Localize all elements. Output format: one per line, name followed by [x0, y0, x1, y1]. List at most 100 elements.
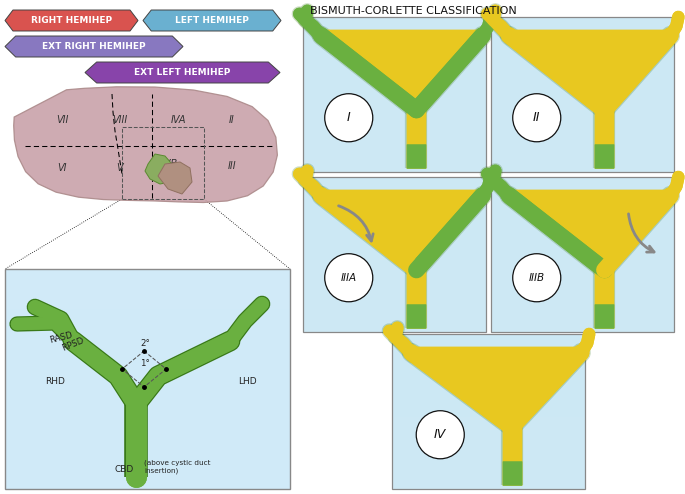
Circle shape — [325, 94, 373, 142]
Bar — [393, 407, 584, 416]
Bar — [492, 208, 673, 218]
Bar — [304, 27, 485, 38]
Text: IV: IV — [434, 428, 447, 441]
FancyBboxPatch shape — [491, 177, 674, 332]
Polygon shape — [315, 190, 488, 270]
Bar — [492, 69, 673, 79]
Bar — [492, 17, 673, 27]
Bar — [304, 249, 485, 260]
Bar — [6, 301, 289, 309]
Polygon shape — [145, 154, 175, 184]
Bar — [492, 58, 673, 69]
Bar — [6, 277, 289, 285]
FancyBboxPatch shape — [5, 269, 290, 489]
Bar — [6, 285, 289, 293]
Bar — [304, 17, 485, 27]
Bar — [304, 38, 485, 48]
FancyBboxPatch shape — [491, 17, 674, 172]
Bar — [304, 280, 485, 290]
Bar — [393, 355, 584, 365]
Text: RIGHT HEMIHEP: RIGHT HEMIHEP — [31, 16, 112, 25]
Circle shape — [416, 411, 464, 459]
Bar — [393, 437, 584, 448]
Bar — [304, 58, 485, 69]
Text: EXT LEFT HEMIHEP: EXT LEFT HEMIHEP — [134, 68, 231, 77]
Bar — [492, 100, 673, 110]
Bar — [304, 48, 485, 58]
Text: I: I — [347, 111, 351, 124]
Text: III: III — [227, 161, 236, 171]
Bar — [492, 270, 673, 280]
Polygon shape — [503, 30, 676, 110]
Bar — [304, 218, 485, 229]
Circle shape — [513, 254, 561, 302]
Text: RPSD: RPSD — [61, 336, 86, 353]
Bar — [304, 260, 485, 270]
Bar — [122, 127, 204, 199]
Bar — [492, 311, 673, 322]
Text: V: V — [116, 163, 123, 173]
Polygon shape — [406, 347, 587, 427]
Bar — [304, 198, 485, 208]
Bar — [6, 341, 289, 349]
Bar — [6, 373, 289, 381]
Text: VIII: VIII — [112, 115, 127, 125]
Bar — [6, 261, 289, 269]
Bar — [492, 218, 673, 229]
Bar — [393, 479, 584, 489]
Bar — [6, 309, 289, 317]
FancyBboxPatch shape — [303, 17, 486, 172]
Bar — [492, 141, 673, 151]
Text: CBD: CBD — [114, 465, 134, 474]
Bar — [6, 269, 289, 277]
Bar — [393, 375, 584, 386]
Text: II: II — [533, 111, 540, 124]
Bar — [492, 121, 673, 131]
Bar — [393, 427, 584, 437]
Bar — [492, 131, 673, 141]
Bar — [304, 121, 485, 131]
Bar — [393, 458, 584, 468]
Bar — [304, 270, 485, 280]
Bar — [492, 198, 673, 208]
Bar — [492, 162, 673, 172]
Polygon shape — [158, 162, 192, 194]
Bar — [393, 416, 584, 427]
Bar — [6, 365, 289, 373]
Bar — [6, 397, 289, 405]
Bar — [393, 386, 584, 396]
Bar — [304, 162, 485, 172]
Bar — [6, 349, 289, 357]
Text: RHD: RHD — [45, 377, 65, 386]
Text: IIIB: IIIB — [529, 273, 545, 283]
Bar — [304, 131, 485, 141]
Text: LEFT HEMIHEP: LEFT HEMIHEP — [175, 16, 249, 25]
Text: 1°: 1° — [140, 359, 150, 368]
Text: EXT RIGHT HEMIHEP: EXT RIGHT HEMIHEP — [42, 42, 146, 51]
Text: (above cystic duct
insertion): (above cystic duct insertion) — [144, 460, 210, 474]
Bar — [6, 389, 289, 397]
Text: II: II — [229, 115, 235, 125]
Bar — [492, 89, 673, 100]
Bar — [304, 141, 485, 151]
Bar — [492, 280, 673, 290]
Text: RASD: RASD — [48, 330, 73, 345]
Bar — [304, 208, 485, 218]
Bar — [393, 396, 584, 407]
Bar — [492, 38, 673, 48]
Bar — [492, 260, 673, 270]
Text: 2°: 2° — [140, 339, 150, 348]
Bar — [492, 301, 673, 311]
Bar — [304, 100, 485, 110]
Bar — [304, 79, 485, 89]
Circle shape — [325, 254, 373, 302]
Text: BISMUTH-CORLETTE CLASSIFICATION: BISMUTH-CORLETTE CLASSIFICATION — [310, 6, 516, 16]
Bar — [304, 89, 485, 100]
Bar — [304, 290, 485, 301]
Bar — [304, 311, 485, 322]
Bar — [492, 151, 673, 162]
Bar — [492, 239, 673, 249]
Bar — [304, 301, 485, 311]
FancyBboxPatch shape — [303, 177, 486, 332]
Bar — [492, 177, 673, 187]
